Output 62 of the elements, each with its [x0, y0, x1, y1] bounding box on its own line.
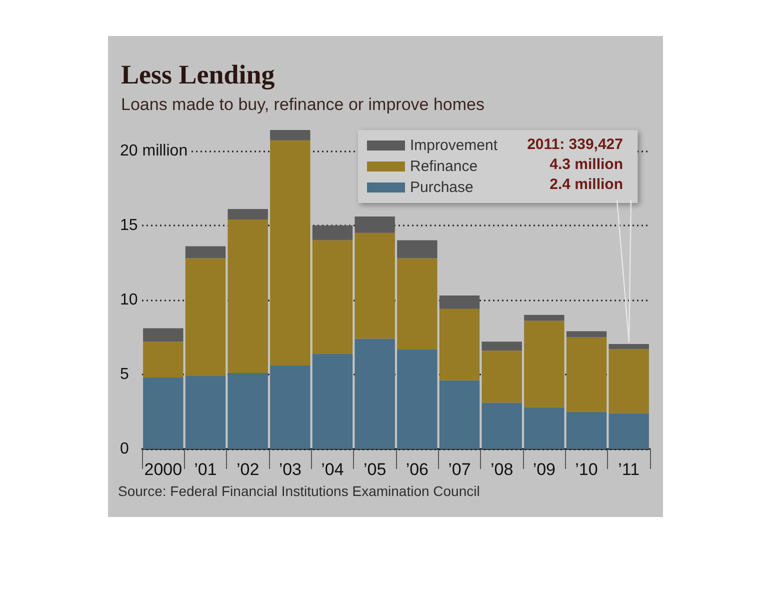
chart-subtitle: Loans made to buy, refinance or improve homes — [121, 95, 484, 114]
bar — [270, 366, 310, 449]
x-tick-label: ’04 — [321, 460, 344, 479]
x-tick-label: ’10 — [575, 460, 598, 479]
bar — [439, 295, 480, 309]
bar — [566, 331, 607, 338]
bar — [143, 342, 184, 378]
y-tick-label: 10 — [120, 291, 138, 308]
bar — [608, 344, 649, 350]
x-tick-label: ’05 — [363, 460, 386, 479]
y-tick-label: 0 — [120, 440, 129, 458]
bar — [524, 314, 564, 321]
x-tick-label: ’09 — [532, 460, 556, 479]
bar — [354, 232, 395, 339]
bar — [312, 240, 353, 354]
bar — [228, 372, 268, 449]
x-tick-label: ’02 — [236, 460, 260, 479]
bar — [228, 209, 268, 220]
bar — [185, 258, 226, 376]
bar — [566, 412, 607, 449]
x-tick-label: ’01 — [194, 460, 217, 479]
bar — [608, 413, 649, 449]
bar — [270, 140, 310, 366]
bar — [270, 130, 310, 140]
bar — [482, 350, 522, 403]
bar — [312, 225, 353, 240]
annotation: 2011: 339,427 — [527, 136, 623, 153]
y-tick-label: 15 — [120, 216, 138, 234]
x-tick-label: 2000 — [144, 460, 182, 479]
x-tick-label: ’06 — [406, 460, 429, 479]
legend-label: Refinance — [410, 158, 478, 175]
x-tick-label: ’03 — [278, 460, 302, 479]
bar — [397, 240, 438, 258]
legend-label: Purchase — [410, 179, 474, 196]
annotation: 2.4 million — [550, 176, 623, 193]
bar — [482, 342, 522, 351]
bar — [439, 380, 480, 449]
x-tick-label: ’07 — [448, 460, 471, 479]
bar — [228, 219, 268, 373]
bar — [524, 320, 564, 408]
bar — [185, 246, 226, 258]
x-tick-label: ’08 — [490, 460, 514, 479]
bar — [397, 349, 438, 449]
bar — [354, 338, 395, 449]
bar — [185, 376, 226, 449]
chart-title: Less Lending — [121, 60, 276, 90]
y-tick-label: 5 — [120, 366, 129, 383]
bar — [143, 377, 184, 449]
bar — [439, 308, 480, 380]
annotation: 4.3 million — [550, 156, 623, 173]
bar — [143, 328, 184, 342]
legend-label: Improvement — [410, 137, 498, 154]
source-note: Source: Federal Financial Institutions Examination Council — [118, 483, 480, 499]
bar — [397, 258, 438, 350]
bar — [354, 216, 395, 233]
bar — [608, 349, 649, 414]
bar — [524, 407, 564, 449]
x-tick-label: ’11 — [618, 460, 640, 479]
bar — [482, 402, 522, 449]
bar — [566, 337, 607, 412]
y-tick-label: 20 million — [120, 142, 188, 160]
bar — [312, 354, 353, 449]
